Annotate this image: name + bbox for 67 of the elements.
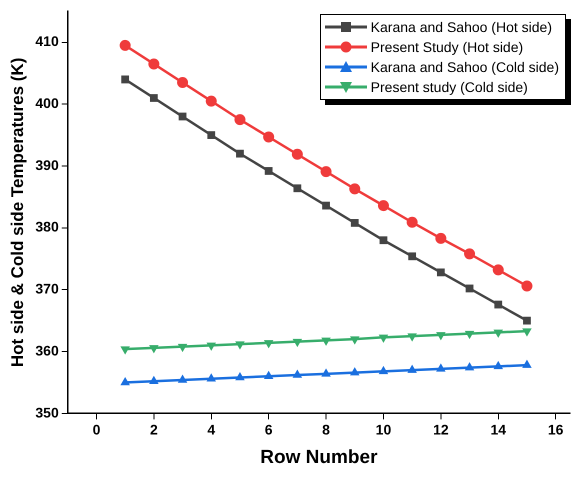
x-tick-label: 12	[433, 422, 449, 438]
point	[464, 248, 476, 260]
x-tick-label: 6	[264, 422, 273, 438]
point	[523, 316, 531, 325]
point	[293, 184, 302, 192]
point	[263, 131, 274, 142]
x-tick-label: 2	[150, 422, 158, 438]
y-tick-label: 410	[35, 33, 59, 50]
point	[150, 94, 158, 102]
legend-label: Present study (Cold side)	[370, 78, 528, 97]
x-tick-label: 10	[376, 422, 392, 438]
x-axis-title: Row Number	[260, 446, 378, 468]
y-axis-title: Hot side & Cold side Temperatures (K)	[8, 58, 27, 368]
point	[234, 114, 246, 126]
legend-label: Present Study (Hot side)	[370, 38, 524, 57]
point	[264, 167, 273, 175]
point	[435, 232, 446, 244]
x-tick-label: 16	[548, 422, 564, 438]
point	[149, 376, 159, 384]
point	[464, 362, 474, 370]
point	[206, 373, 216, 382]
point	[292, 370, 302, 378]
point	[235, 372, 245, 380]
point	[466, 284, 474, 292]
y-tick-label: 400	[35, 95, 59, 112]
point	[494, 300, 502, 308]
point	[493, 360, 504, 370]
point	[492, 264, 504, 276]
point	[350, 367, 360, 376]
point	[321, 368, 331, 377]
point	[121, 76, 130, 84]
point	[207, 131, 216, 139]
y-tick-label: 360	[35, 342, 59, 358]
y-tick-label: 350	[35, 404, 59, 420]
point	[378, 200, 389, 212]
point	[406, 216, 418, 228]
point	[436, 363, 446, 372]
point	[178, 112, 186, 120]
x-tick-label: 8	[322, 422, 330, 438]
point	[407, 364, 417, 373]
legend-label: Karana and Sahoo (Cold side)	[370, 58, 559, 77]
point	[264, 370, 274, 380]
point	[322, 202, 330, 210]
point	[522, 360, 532, 368]
legend-label: Karana and Sahoo (Hot side)	[370, 18, 552, 37]
x-tick-label: 14	[490, 422, 506, 438]
point	[148, 58, 160, 70]
point	[349, 183, 360, 194]
point	[320, 166, 332, 178]
point	[178, 374, 188, 383]
point	[380, 236, 388, 244]
y-tick-label: 370	[35, 280, 59, 297]
point	[408, 252, 416, 260]
x-tick-label: 0	[92, 422, 101, 438]
point	[350, 219, 359, 227]
point	[521, 280, 532, 292]
point	[436, 268, 445, 276]
point	[206, 96, 217, 107]
point	[120, 40, 131, 51]
y-tick-label: 390	[35, 156, 59, 173]
point	[236, 150, 244, 158]
point	[177, 77, 188, 88]
point	[378, 366, 388, 374]
x-tick-label: 4	[207, 422, 216, 438]
point	[292, 148, 303, 160]
y-tick-label: 380	[35, 218, 59, 235]
point	[120, 376, 130, 386]
